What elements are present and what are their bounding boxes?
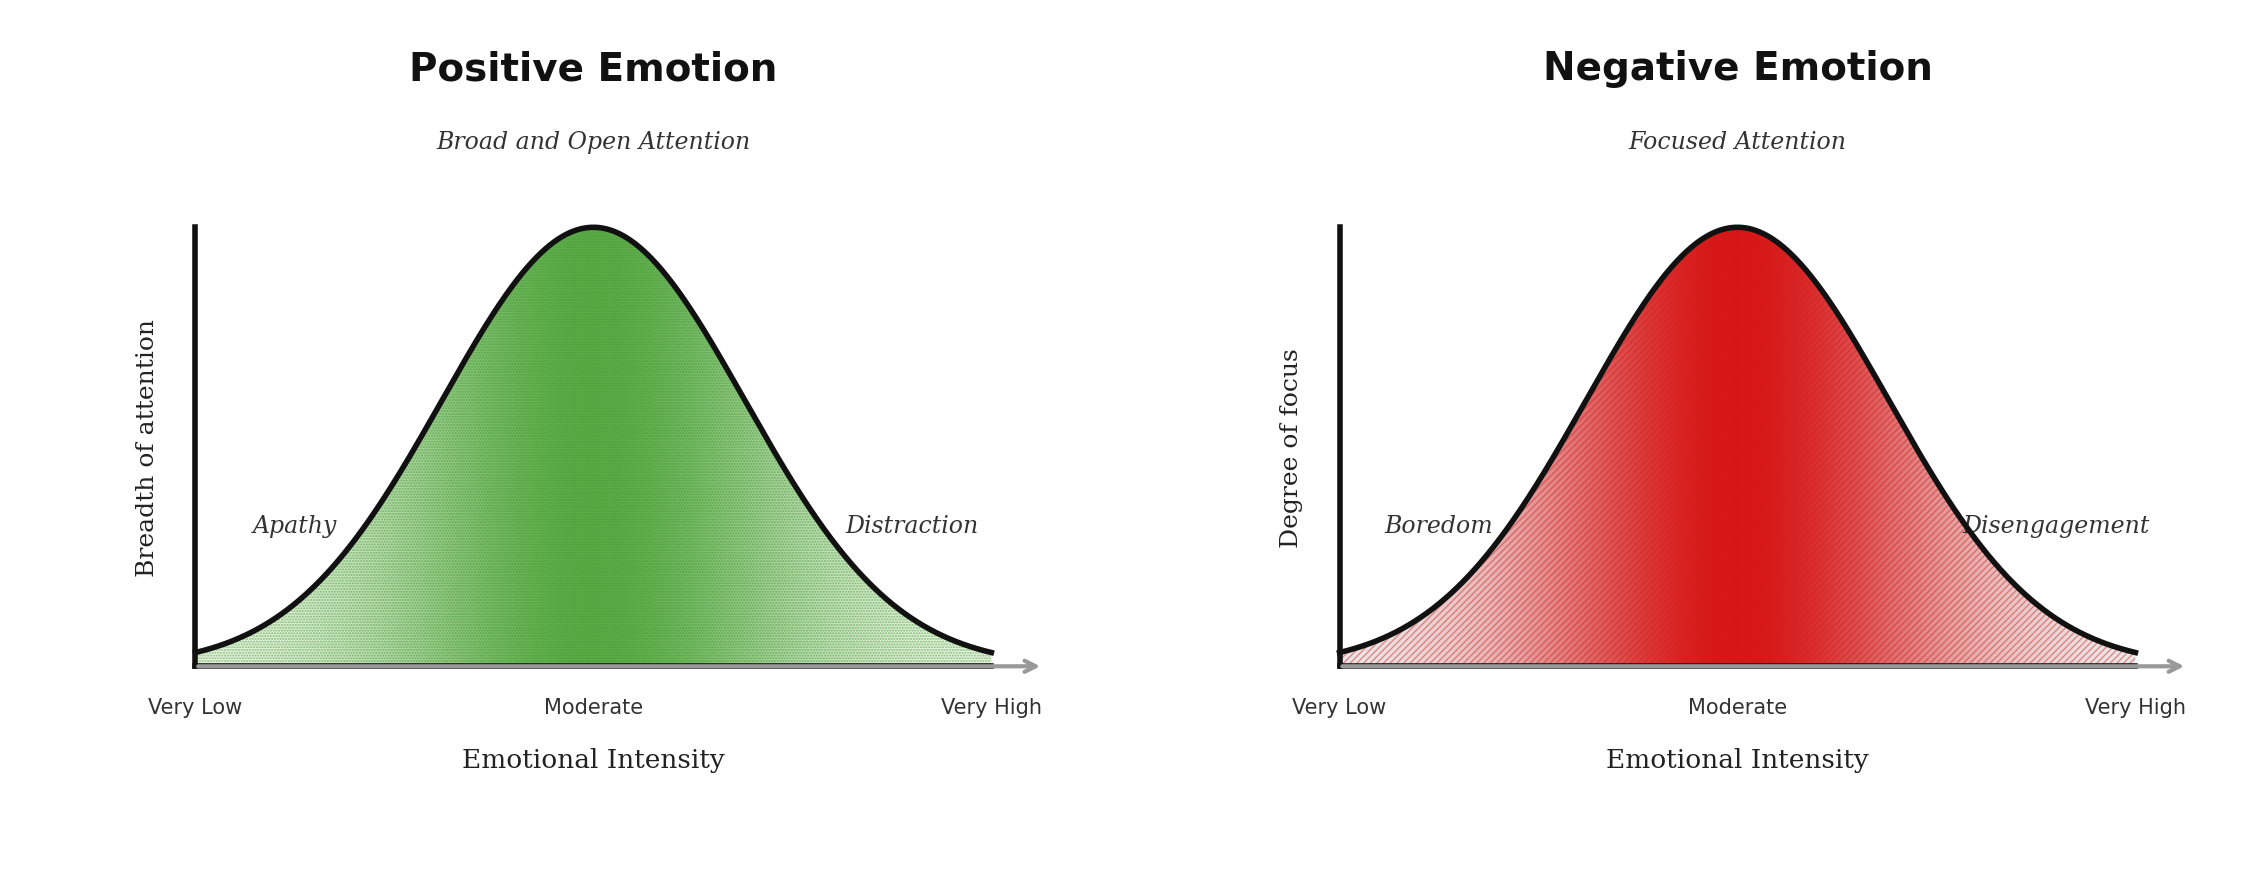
Text: Very Low: Very Low — [149, 697, 242, 717]
Text: Broad and Open Attention: Broad and Open Attention — [437, 131, 751, 153]
Text: Breadth of attention: Breadth of attention — [136, 318, 158, 576]
Text: Emotional Intensity: Emotional Intensity — [1607, 747, 1869, 773]
Text: Degree of focus: Degree of focus — [1281, 347, 1303, 547]
Text: Very High: Very High — [941, 697, 1041, 717]
Text: Focused Attention: Focused Attention — [1629, 131, 1847, 153]
Text: Emotional Intensity: Emotional Intensity — [462, 747, 724, 773]
Text: Very High: Very High — [2084, 697, 2186, 717]
Text: Moderate: Moderate — [1688, 697, 1788, 717]
Title: Negative Emotion: Negative Emotion — [1543, 50, 1933, 89]
Text: Distraction: Distraction — [844, 515, 978, 538]
Text: Very Low: Very Low — [1292, 697, 1387, 717]
Title: Positive Emotion: Positive Emotion — [410, 50, 778, 89]
Text: Moderate: Moderate — [543, 697, 643, 717]
Text: Apathy: Apathy — [253, 515, 337, 538]
Text: Boredom: Boredom — [1385, 515, 1494, 538]
Text: Disengagement: Disengagement — [1962, 515, 2150, 538]
